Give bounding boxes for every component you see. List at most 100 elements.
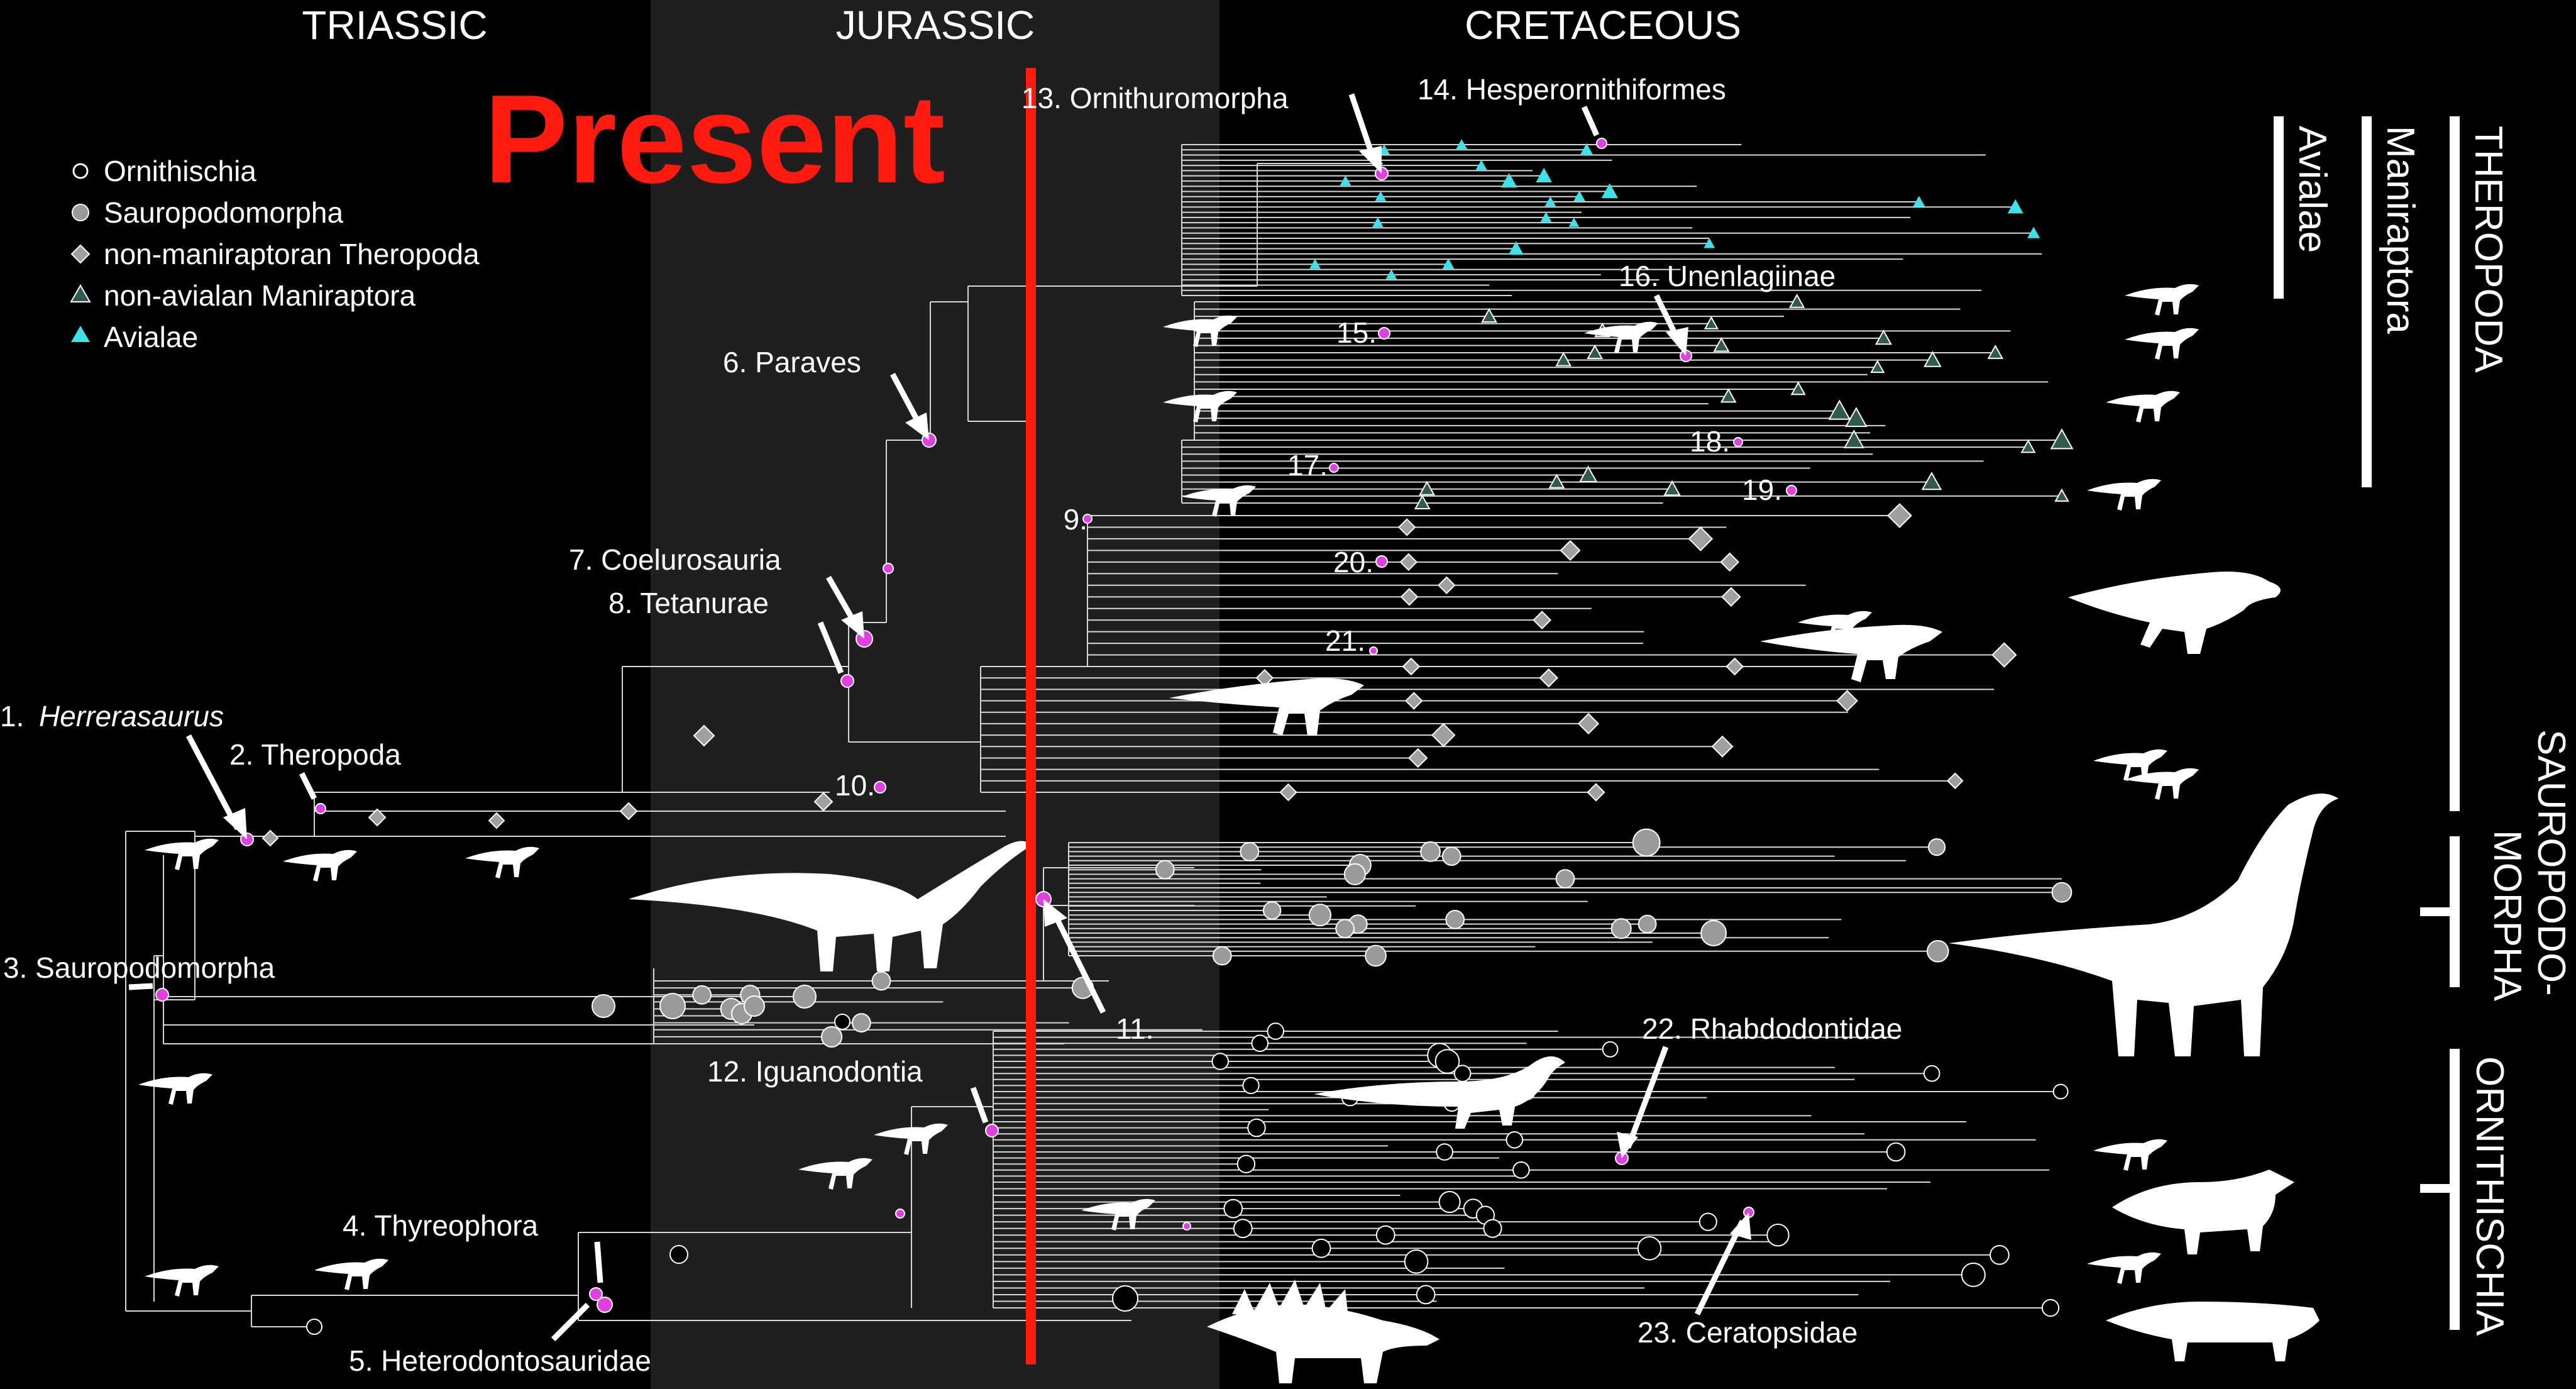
sauropodomorph-marker xyxy=(1420,841,1441,862)
small-dinosaur-silhouette xyxy=(1081,1198,1155,1231)
sauropodomorph-marker xyxy=(1212,946,1232,966)
theropod-marker xyxy=(1688,526,1714,551)
node-marker-17 xyxy=(1329,463,1339,473)
small-dinosaur-silhouette xyxy=(2087,479,2161,511)
legend-label-ornithischia: Ornithischia xyxy=(104,155,256,187)
node-label-3: 3. Sauropodomorpha xyxy=(3,951,275,984)
clade-bars: Avialae Maniraptora THEROPODA SAUROPODO-… xyxy=(2274,116,2573,1336)
legend-label-non-avialan: non-avialan Maniraptora xyxy=(104,279,416,312)
ornithischia-marker xyxy=(1886,1142,1906,1162)
node-marker-19 xyxy=(1786,485,1797,496)
theropod-marker xyxy=(1405,692,1423,710)
sauropodomorph-marker xyxy=(1308,904,1331,927)
theropod-marker xyxy=(488,812,505,829)
arrow-8 xyxy=(817,621,844,674)
maniraptoran-marker xyxy=(1845,407,1868,428)
sauropodomorph-marker xyxy=(1343,863,1366,885)
maniraptoran-marker xyxy=(1548,473,1565,489)
arrow-13-head xyxy=(1359,146,1382,174)
legend-label-non-maniraptoran: non-maniraptoran Theropoda xyxy=(104,238,480,270)
legend-marker-maniraptora xyxy=(70,284,91,302)
small-dinosaur-silhouette xyxy=(1163,315,1237,347)
theropod-marker xyxy=(1587,783,1605,802)
theropod-marker xyxy=(1279,783,1297,802)
node-marker-8b xyxy=(840,674,854,688)
theropod-marker xyxy=(1402,657,1421,676)
theropod-marker xyxy=(1399,553,1418,572)
sauropodomorph-marker xyxy=(1365,944,1387,967)
node-marker-12 xyxy=(985,1124,999,1137)
maniraptoran-marker xyxy=(1870,360,1885,374)
small-dinosaur-silhouette xyxy=(2093,1139,2167,1171)
small-dinosaur-silhouette xyxy=(2087,1252,2161,1284)
arrow-23-head xyxy=(1730,1212,1751,1240)
clade-theropoda: THEROPODA xyxy=(2467,126,2510,373)
small-dinosaur-silhouette xyxy=(145,838,219,870)
ornithischia-marker xyxy=(1375,1225,1395,1245)
arrow-1 xyxy=(186,734,240,831)
theropod-marker xyxy=(1533,611,1552,630)
avialan-marker xyxy=(1601,183,1618,198)
small-dinosaur-silhouette xyxy=(2093,749,2167,781)
ornithischia-marker xyxy=(2052,1083,2069,1100)
ornithischia-marker xyxy=(1766,1224,1790,1247)
clade-sauropodomorpha-1: SAUROPODO- xyxy=(2529,729,2573,996)
avialan-marker xyxy=(1372,217,1384,228)
theropod-marker xyxy=(1836,690,1858,712)
ornithischia-marker xyxy=(1112,1285,1138,1312)
avialan-marker xyxy=(1508,241,1524,255)
small-dinosaur-silhouette xyxy=(1163,390,1237,423)
node-marker-18 xyxy=(1733,437,1743,447)
arrow-5 xyxy=(551,1302,590,1342)
silhouettes xyxy=(138,284,2338,1383)
present-label: Present xyxy=(484,69,945,209)
ornithischia-marker xyxy=(1923,1065,1940,1082)
theropod-marker xyxy=(1431,722,1456,748)
ornithischia-marker xyxy=(1434,1049,1460,1074)
sauropodomorph-marker xyxy=(1445,910,1465,929)
node-marker-ornith-b xyxy=(1182,1222,1191,1231)
theropod-marker xyxy=(619,802,638,821)
ornithischia-marker xyxy=(1404,1249,1429,1274)
sauropodomorph-marker xyxy=(1262,901,1282,920)
node-marker-9 xyxy=(1082,514,1093,524)
sauropodomorph-marker xyxy=(851,1013,871,1033)
maniraptoran-marker xyxy=(1921,472,1942,490)
node-label-20: 20. xyxy=(1333,546,1373,578)
node-marker-14 xyxy=(1596,138,1607,149)
sauropodomorph-marker xyxy=(1155,860,1175,880)
maniraptoran-marker xyxy=(1828,399,1851,420)
avialan-marker xyxy=(1540,212,1552,222)
avialan-marker xyxy=(1568,217,1580,227)
node-label-4: 4. Thyreophora xyxy=(343,1209,539,1242)
avialan-marker xyxy=(1456,139,1468,150)
node-label-2: 2. Theropoda xyxy=(229,738,401,771)
sauropodomorph-marker xyxy=(1928,838,1946,856)
node-label-6: 6. Paraves xyxy=(723,346,861,379)
node-label-12: 12. Iguanodontia xyxy=(707,1055,923,1088)
period-triassic: TRIASSIC xyxy=(302,3,487,48)
taxon-markers xyxy=(261,139,2074,1335)
node-label-1-name: Herrerasaurus xyxy=(39,700,224,733)
ankylosaur-silhouette xyxy=(2106,1302,2320,1361)
small-dinosaur-silhouette xyxy=(314,1258,388,1290)
node-marker-10 xyxy=(874,781,886,794)
sauropodomorph-marker xyxy=(1632,828,1661,857)
sauropodomorph-marker xyxy=(871,971,891,991)
avialan-marker xyxy=(2007,199,2023,214)
ornithischia-marker xyxy=(1990,1244,2010,1265)
ornithischia-marker xyxy=(1247,1118,1266,1137)
node-label-10: 10. xyxy=(835,769,875,802)
maniraptoran-marker xyxy=(1789,294,1805,308)
clade-sauropodomorpha-2: MORPHA xyxy=(2485,830,2529,1002)
arrow-16-head xyxy=(1666,327,1688,356)
period-jurassic: JURASSIC xyxy=(836,3,1035,48)
node-label-8: 8. Tetanurae xyxy=(608,587,769,619)
sauropod-silhouette-1 xyxy=(629,841,1031,971)
maniraptoran-marker xyxy=(1555,351,1572,367)
maniraptoran-marker xyxy=(1987,345,2003,359)
node-arrows xyxy=(128,93,1751,1342)
sauropodomorph-marker xyxy=(744,995,765,1017)
node-label-19: 19. xyxy=(1742,473,1782,506)
theropod-marker xyxy=(1726,657,1744,676)
